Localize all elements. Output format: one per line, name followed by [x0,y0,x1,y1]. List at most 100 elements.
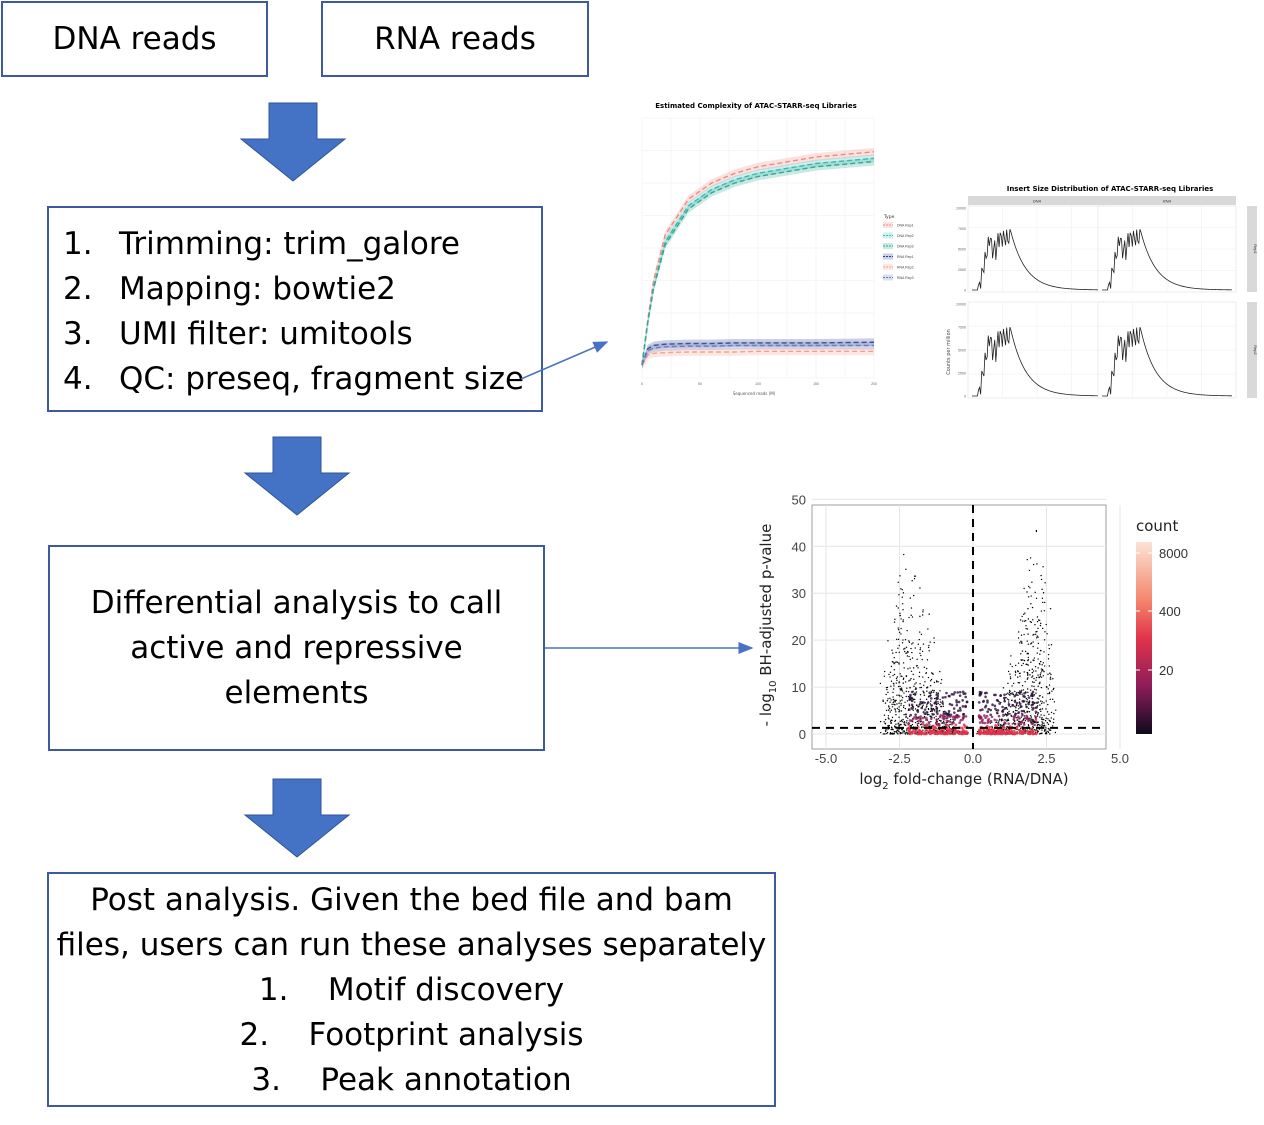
data-point [958,690,962,694]
data-point [911,616,914,618]
data-point [955,703,959,707]
data-point [1000,718,1003,721]
data-point [1006,726,1009,728]
data-point [926,659,929,661]
item-text: Footprint analysis [308,1017,584,1053]
data-point [935,709,939,713]
legend-label: RNA Rep2 [897,266,914,270]
data-point [1016,717,1018,719]
data-point [1031,706,1033,708]
data-point [896,703,898,705]
data-point [898,711,900,713]
data-point [1029,557,1032,559]
data-point [915,665,918,667]
data-point [945,723,948,727]
data-point [1026,678,1029,680]
data-point [1003,731,1007,735]
data-point [922,723,925,727]
data-point [1018,682,1021,684]
data-point [887,698,889,700]
data-point [1019,727,1022,730]
data-point [901,588,903,591]
data-point [1043,730,1046,732]
data-point [1031,700,1035,704]
data-point [1008,693,1010,696]
data-point [977,701,981,704]
data-point [910,677,912,680]
data-point [1027,618,1030,620]
data-point [1049,720,1051,723]
data-point [1014,705,1016,708]
data-point [921,658,923,661]
data-point [989,713,992,717]
data-point [1025,704,1027,706]
data-point [905,646,908,648]
data-point [892,729,894,731]
data-point [880,731,882,734]
data-point [942,717,946,721]
y-tick-label: 2500 [958,268,966,272]
data-point [1003,699,1006,703]
data-point [1021,615,1023,618]
data-point [906,700,909,702]
data-point [1042,592,1045,594]
data-point [989,719,993,723]
data-point [1014,713,1017,717]
data-point [893,685,895,687]
data-point [889,676,891,678]
data-point [942,721,946,725]
data-point [1040,578,1043,581]
data-point [981,708,984,711]
data-point [919,615,921,618]
data-point [1050,711,1053,714]
data-point [1027,673,1029,675]
data-point [988,729,992,732]
data-point [936,712,939,715]
data-point [1005,693,1008,695]
x-tick-label: -5.0 [815,751,837,766]
data-point [897,685,900,688]
data-point [1010,728,1013,732]
data-point [1027,702,1030,706]
data-point [1030,716,1033,718]
data-point [936,692,939,696]
data-point [955,701,959,704]
data-point [904,732,906,734]
y-axis-label: - log10 BH-adjusted p-value [757,524,779,727]
data-point [895,638,898,640]
data-point [928,728,932,731]
data-point [1037,647,1039,649]
data-point [987,717,990,721]
data-point [1024,650,1027,653]
data-point [1033,729,1036,731]
data-point [886,729,888,731]
data-point [1019,675,1021,677]
data-point [1027,659,1029,662]
data-point [898,708,900,711]
data-point [917,643,919,645]
y-tick-label: 2500 [958,372,966,376]
data-point [903,648,905,650]
data-point [1033,657,1036,659]
data-point [1026,671,1028,674]
data-point [987,707,990,711]
data-point [961,730,964,734]
data-point [921,716,925,720]
item-text: Motif discovery [327,972,565,1008]
data-point [984,716,987,720]
data-point [1041,627,1044,630]
data-point [898,594,900,596]
data-point [1034,665,1037,668]
data-point [930,731,934,735]
data-point [1019,705,1023,708]
data-point [1032,634,1034,636]
data-point [879,682,882,685]
data-point [999,725,1002,727]
data-point [920,706,924,710]
data-point [893,669,896,671]
data-point [1037,619,1040,621]
data-point [912,730,915,733]
data-point [920,730,924,733]
data-point [926,701,930,704]
data-point [1031,685,1033,687]
